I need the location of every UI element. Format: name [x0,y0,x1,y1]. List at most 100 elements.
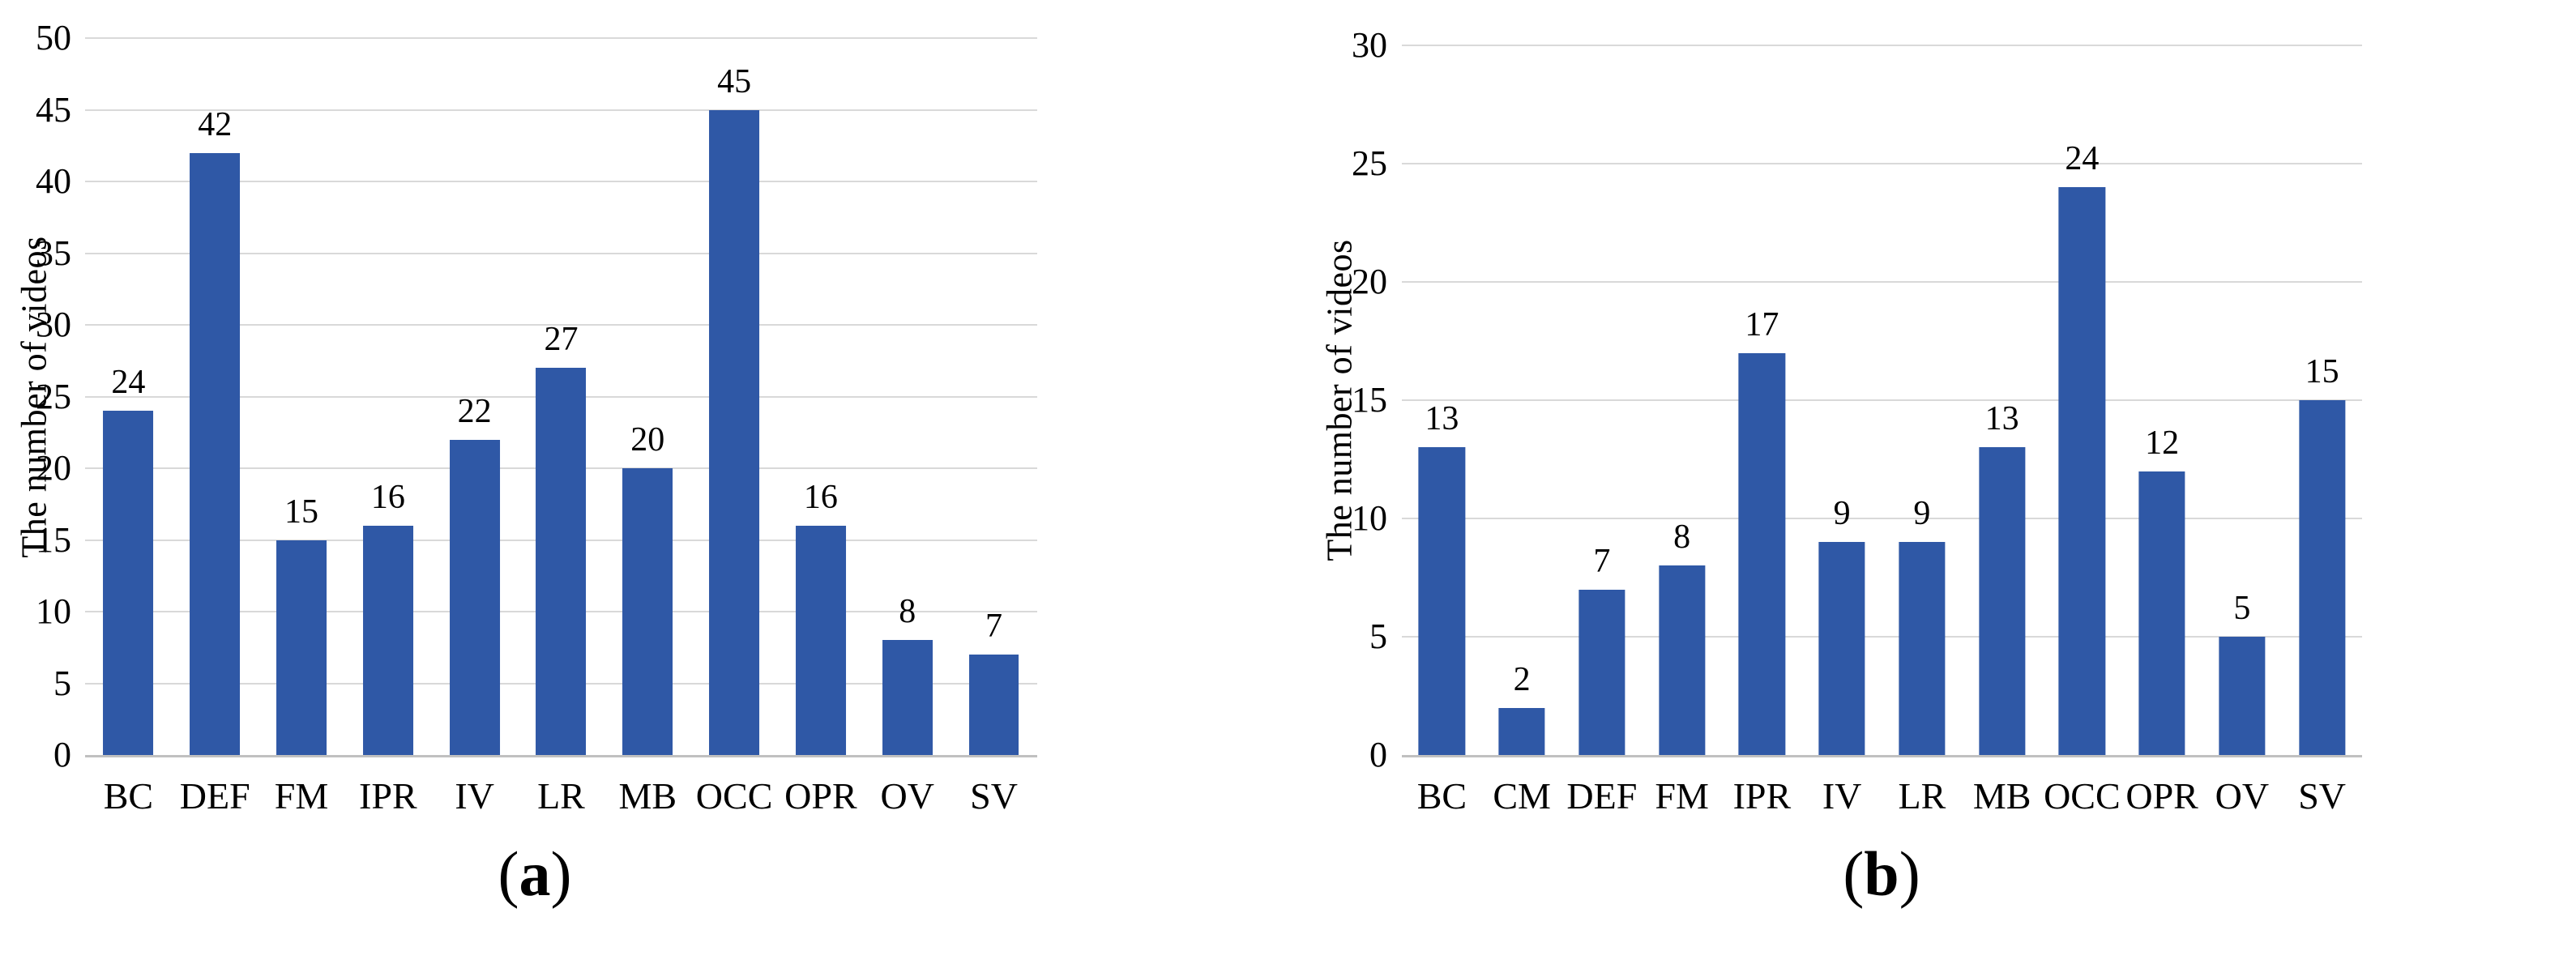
bar [968,655,1019,755]
bar-slot: 20 MB [604,38,691,815]
bar-slot: 9 IV [1802,45,1882,815]
bar-slot: 22 IV [431,38,518,815]
gridlines [1402,45,2362,755]
bar-value-label: 15 [284,493,319,531]
bar-slot: 27 LR [518,38,604,815]
bar [1418,447,1466,755]
bar-slot: 9 LR [1882,45,1963,814]
bar-value-label: 8 [1673,518,1691,557]
y-axis-tick-label: 20 [1352,262,1387,302]
gridline [1402,45,2362,46]
x-axis-category-label: DEF [179,775,250,817]
y-axis-tick-label: 25 [1352,143,1387,183]
bars-container: 13 BC 2 CM 7 DEF 8 FM 17 IPR 9 IV 9 LR 13 MB 24 OCC 12 OPR 5… [1402,45,2362,815]
x-axis-category-label: OV [880,775,934,817]
gridline [85,324,1037,326]
bar-value-label: 7 [985,608,1003,646]
gridline [1402,518,2362,520]
bar-slot: 8 OV [864,38,951,814]
gridline [1402,399,2362,401]
x-axis-category-label: FM [1655,775,1709,817]
bar-value-label: 7 [1593,542,1611,580]
x-axis-category-label: OPR [784,775,857,817]
y-axis-tick-label: 30 [1352,25,1387,65]
bar [2138,471,2185,755]
y-axis-tick-label: 5 [53,663,71,703]
x-axis-category-label: MB [618,775,677,817]
bar [1658,565,1706,755]
bar [1578,589,1625,755]
bar-value-label: 8 [899,593,916,631]
bar [795,525,846,755]
x-axis-category-label: OPR [2125,775,2198,817]
bar-slot: 7 DEF [1562,45,1643,815]
gridline [85,37,1037,39]
bar [709,109,760,755]
caption-paren-close: ) [550,838,572,909]
chart-a-panel: The number of videos 0 5 10 15 20 25 30 35 40 45 5… [0,0,1268,964]
bar-value-label: 9 [1913,495,1931,533]
bar-value-label: 12 [2145,424,2180,462]
x-axis-category-label: OV [2215,775,2270,817]
bar-slot: 2 CM [1482,45,1562,815]
bar-slot: 13 BC [1402,45,1482,814]
y-axis-tick-label: 10 [36,591,71,631]
x-axis-category-label: IPR [1732,775,1792,817]
x-axis-category-label: DEF [1566,775,1638,817]
bar-slot: 8 FM [1642,45,1722,814]
bar-value-label: 22 [457,392,492,430]
bar-slot: 15 SV [2282,45,2362,815]
gridline [85,181,1037,182]
bar-slot: 17 IPR [1722,45,1802,815]
bar-slot: 7 SV [951,38,1037,815]
bar [2298,400,2346,755]
y-axis-tick-label: 35 [36,232,71,273]
bar-slot: 16 IPR [344,38,431,815]
x-axis-category-label: CM [1493,775,1551,817]
bar [622,468,673,755]
bar [1498,707,1545,755]
caption-letter: a [519,838,551,909]
bar [1738,352,1786,755]
bar-slot: 13 MB [1962,45,2042,814]
bar-slot: 42 DEF [172,38,258,815]
bar-value-label: 20 [630,421,665,459]
y-axis-tick-label: 25 [36,376,71,416]
bar-value-label: 5 [2233,590,2251,628]
bar-value-label: 45 [717,62,752,100]
bar [2058,187,2106,755]
y-axis-tick-label: 15 [36,519,71,560]
bar-slot: 15 FM [258,38,345,815]
bar-value-label: 13 [1984,400,2019,438]
bar [1899,542,1946,755]
bar [536,368,587,755]
y-axis-tick-label: 30 [36,305,71,344]
gridline [85,109,1037,111]
x-axis-category-label: MB [1972,775,2031,817]
x-axis-category-label: LR [537,775,585,817]
bar-slot: 12 OPR [2122,45,2202,815]
bar-slot: 24 BC [85,38,172,815]
x-axis-category-label: OCC [2044,775,2121,817]
gridline [1402,281,2362,284]
gridline [85,252,1037,254]
y-axis-tick-labels: 0 5 10 15 20 25 30 35 40 45 50 [0,20,71,773]
bar [103,411,154,755]
bar-slot: 16 OPR [778,38,865,815]
plot-area-a: 24 BC 42 DEF 15 FM 16 IPR 22 IV 27 LR 20 MB 45 OCC 16 OPR… [85,37,1037,815]
bar [449,439,500,755]
y-axis-tick-labels: 0 5 10 15 20 25 30 [1316,28,1387,773]
bar-value-label: 9 [1833,495,1851,533]
bar-slot: 45 OCC [691,38,778,815]
bar [276,540,327,755]
plot-area-b: 13 BC 2 CM 7 DEF 8 FM 17 IPR 9 IV 9 LR 13 MB 24 OCC 12 OPR 5… [1402,45,2362,815]
chart-b-panel: The number of videos 0 5 10 15 20 25 30 13 BC 2 C… [1268,0,2576,964]
subfigure-caption-a: (a) [498,842,572,906]
bar-value-label: 2 [1513,660,1531,698]
bar-value-label: 24 [2065,140,2100,178]
bar [362,525,413,755]
x-axis-category-label: BC [103,775,154,817]
y-axis-tick-label: 0 [53,735,71,774]
bar-value-label: 16 [803,478,838,516]
bar [1818,542,1865,755]
